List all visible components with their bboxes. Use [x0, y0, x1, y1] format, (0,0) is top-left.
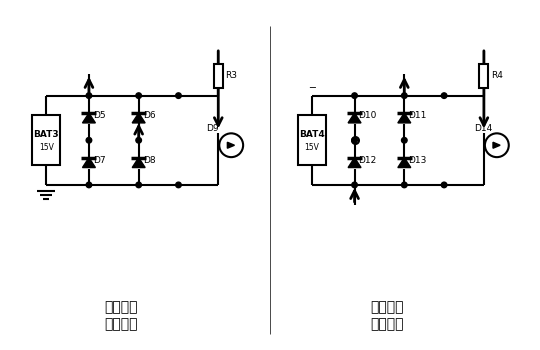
Circle shape — [86, 138, 92, 143]
Text: D9: D9 — [206, 124, 219, 133]
Polygon shape — [227, 142, 234, 148]
Circle shape — [402, 182, 407, 188]
Polygon shape — [132, 113, 145, 123]
Circle shape — [136, 138, 141, 143]
Circle shape — [352, 93, 357, 98]
Polygon shape — [132, 158, 145, 168]
Polygon shape — [348, 158, 361, 168]
Text: 15V: 15V — [39, 143, 53, 152]
Circle shape — [352, 182, 357, 188]
Circle shape — [352, 138, 357, 143]
Bar — [214, 64, 222, 88]
Circle shape — [441, 93, 447, 98]
Bar — [32, 116, 60, 165]
Text: 电源反接: 电源反接 — [370, 300, 404, 314]
Text: BAT4: BAT4 — [299, 130, 325, 139]
Circle shape — [176, 93, 181, 98]
Polygon shape — [348, 113, 361, 123]
Circle shape — [86, 182, 92, 188]
Circle shape — [176, 182, 181, 188]
Text: R3: R3 — [225, 71, 237, 80]
Circle shape — [219, 133, 243, 157]
Polygon shape — [398, 158, 411, 168]
Text: 15V: 15V — [305, 143, 319, 152]
Text: 负载工作: 负载工作 — [370, 317, 404, 331]
Circle shape — [136, 182, 141, 188]
Bar — [298, 116, 326, 165]
Text: ─: ─ — [309, 83, 315, 93]
Text: 负载工作: 负载工作 — [104, 317, 138, 331]
Text: D10: D10 — [359, 111, 377, 120]
Polygon shape — [398, 113, 411, 123]
Text: D6: D6 — [143, 111, 156, 120]
Text: BAT3: BAT3 — [33, 130, 59, 139]
Text: 电源正接: 电源正接 — [104, 300, 138, 314]
Polygon shape — [83, 158, 96, 168]
Text: D7: D7 — [93, 156, 105, 165]
Polygon shape — [83, 113, 96, 123]
Circle shape — [441, 182, 447, 188]
Circle shape — [402, 138, 407, 143]
Circle shape — [136, 93, 141, 98]
Bar — [480, 64, 488, 88]
Text: D8: D8 — [143, 156, 156, 165]
Circle shape — [402, 93, 407, 98]
Circle shape — [86, 93, 92, 98]
Text: R4: R4 — [491, 71, 503, 80]
Text: D11: D11 — [408, 111, 427, 120]
Text: D12: D12 — [359, 156, 377, 165]
Polygon shape — [493, 142, 500, 148]
Circle shape — [485, 133, 509, 157]
Text: D5: D5 — [93, 111, 105, 120]
Text: D13: D13 — [408, 156, 427, 165]
Text: D14: D14 — [474, 124, 492, 133]
